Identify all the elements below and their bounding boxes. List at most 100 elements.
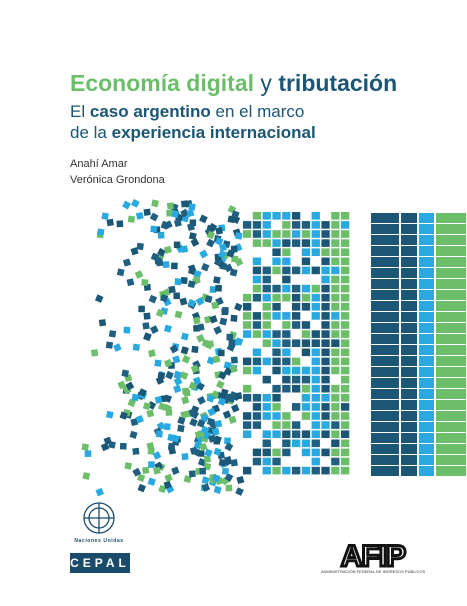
square — [223, 361, 232, 370]
square — [252, 239, 262, 247]
square — [331, 457, 340, 466]
square — [282, 375, 291, 384]
square — [94, 294, 104, 303]
square — [108, 330, 117, 338]
square — [282, 312, 291, 320]
square — [272, 430, 281, 438]
square — [292, 339, 301, 347]
square — [311, 239, 320, 247]
square — [436, 444, 466, 454]
square — [164, 220, 173, 230]
square — [138, 388, 147, 397]
square — [81, 443, 89, 451]
square — [401, 400, 417, 410]
square — [213, 485, 222, 494]
square — [173, 384, 182, 394]
square — [341, 430, 350, 438]
square — [243, 293, 252, 302]
square — [131, 393, 139, 402]
square — [321, 339, 330, 347]
square — [135, 415, 144, 424]
square — [331, 239, 340, 247]
square — [301, 348, 311, 357]
square — [272, 284, 281, 293]
square — [341, 212, 350, 220]
cepal-label: CEPAL — [70, 556, 130, 570]
square — [272, 339, 281, 347]
square — [272, 257, 281, 266]
square — [219, 317, 228, 326]
square — [193, 270, 202, 279]
square — [371, 235, 399, 245]
square — [371, 312, 399, 322]
square — [371, 334, 399, 344]
square — [341, 230, 350, 238]
square — [179, 297, 188, 306]
square — [272, 457, 281, 466]
square — [173, 292, 180, 300]
square — [229, 364, 238, 373]
square — [419, 301, 434, 311]
square — [243, 384, 252, 393]
square — [311, 375, 320, 384]
square — [436, 213, 466, 223]
square — [321, 430, 330, 438]
square — [262, 239, 271, 247]
square — [163, 324, 172, 333]
square — [121, 369, 130, 378]
square — [321, 384, 330, 393]
square — [341, 293, 350, 302]
square — [436, 257, 466, 267]
square — [262, 394, 271, 402]
square — [272, 366, 281, 375]
square — [272, 448, 281, 457]
afip-caption: ADMINISTRACIÓN FEDERAL DE INGRESOS PÚBLI… — [321, 569, 426, 574]
square — [436, 433, 466, 443]
square — [371, 213, 399, 223]
square — [331, 421, 340, 429]
square — [272, 466, 281, 475]
square — [200, 425, 210, 435]
square — [419, 367, 434, 377]
square — [321, 448, 330, 457]
square — [341, 466, 350, 475]
square — [341, 384, 350, 393]
square — [272, 403, 281, 411]
square — [183, 389, 191, 397]
square — [105, 341, 114, 349]
square — [401, 389, 417, 399]
square — [127, 215, 136, 223]
square — [155, 430, 163, 438]
square — [169, 344, 179, 354]
square — [207, 407, 216, 417]
square — [301, 375, 311, 384]
square — [272, 421, 281, 429]
square — [292, 375, 301, 384]
square — [401, 213, 417, 223]
square — [179, 371, 189, 380]
square — [117, 380, 127, 390]
square — [222, 307, 229, 314]
square — [180, 410, 189, 419]
square — [218, 349, 225, 357]
square — [108, 440, 116, 449]
square — [282, 230, 291, 238]
square — [243, 357, 252, 366]
square — [321, 230, 330, 238]
square — [282, 248, 291, 256]
square — [177, 416, 186, 425]
square — [252, 221, 262, 229]
square — [331, 412, 340, 420]
square — [163, 480, 172, 489]
square — [212, 355, 221, 364]
square — [262, 312, 271, 320]
square — [218, 392, 226, 400]
title-blue: tributación — [278, 70, 398, 96]
square — [301, 230, 311, 238]
square — [321, 348, 330, 357]
square — [226, 333, 234, 341]
square — [215, 237, 224, 246]
square — [190, 238, 200, 247]
square — [282, 293, 291, 302]
